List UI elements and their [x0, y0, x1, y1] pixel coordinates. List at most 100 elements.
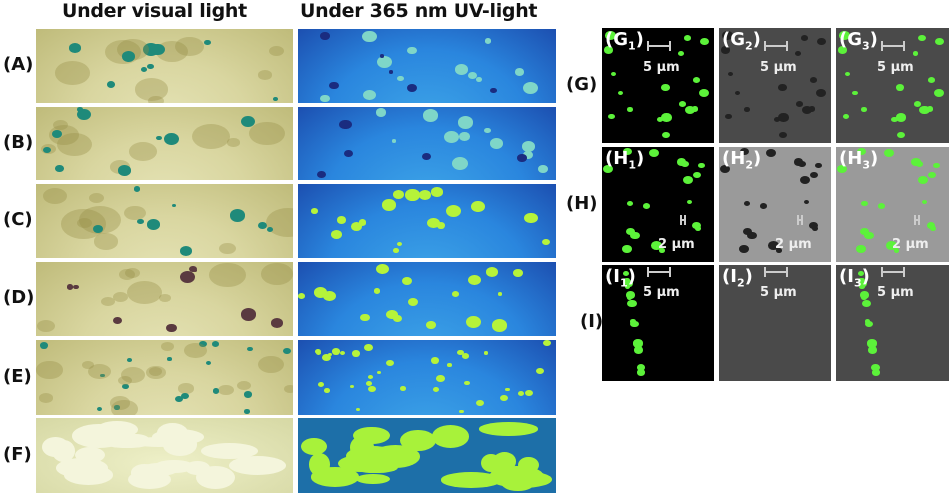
colony [437, 222, 446, 229]
colony [126, 357, 132, 362]
colony [66, 284, 74, 290]
colony [121, 51, 135, 62]
cell [627, 107, 633, 112]
cell [605, 31, 616, 40]
micrograph-panel: (H3) 2 μm [836, 147, 949, 262]
colony [367, 374, 373, 379]
cell [683, 35, 692, 42]
colony [518, 456, 539, 473]
cell [743, 200, 751, 207]
colony [427, 217, 441, 228]
colony [358, 219, 367, 226]
colony [543, 340, 551, 347]
colony [421, 153, 431, 161]
plate-photo-uv [298, 29, 556, 103]
colony [240, 308, 257, 321]
cell [864, 231, 874, 240]
colony [111, 400, 138, 415]
colony [491, 319, 508, 332]
colony [92, 225, 103, 234]
cell [649, 149, 660, 158]
colony [345, 445, 398, 467]
colony [205, 361, 211, 365]
colony [327, 352, 333, 357]
colony [160, 342, 175, 352]
colony [432, 425, 470, 448]
panel-label-part: 3 [853, 276, 862, 290]
colony [336, 216, 347, 224]
colony [43, 147, 51, 154]
micro-row-label: (I) [580, 311, 604, 332]
colony [517, 154, 527, 162]
colony [314, 348, 322, 354]
cell [734, 90, 741, 96]
panel-label-part: ) [627, 266, 636, 287]
colony [524, 389, 533, 396]
colony [36, 361, 63, 379]
cell [743, 228, 753, 236]
cell [697, 162, 705, 169]
colony [385, 309, 398, 320]
cell [681, 161, 689, 168]
colony [209, 262, 246, 288]
panel-label: (G1) [605, 29, 644, 53]
cell [682, 175, 694, 184]
colony [392, 189, 405, 199]
panel-label-part: 2 [745, 39, 753, 53]
colony [467, 72, 477, 80]
scale-label: 5 μm [877, 60, 914, 75]
colony [76, 109, 91, 121]
cell [630, 320, 639, 328]
colony [39, 341, 49, 349]
colony [376, 56, 393, 69]
micrograph-panel: (I3) 5 μm [836, 265, 949, 381]
colony [36, 320, 55, 333]
cell [651, 240, 663, 250]
plate-photo-uv [298, 262, 556, 336]
colony [329, 81, 339, 90]
cell [693, 172, 701, 179]
cell [766, 149, 777, 158]
cell [860, 228, 870, 236]
colony [436, 375, 445, 382]
colony [133, 186, 141, 192]
scale-bar [764, 267, 788, 277]
colony [244, 409, 250, 414]
colony [96, 407, 102, 412]
colony [148, 367, 163, 377]
cell [883, 149, 894, 158]
colony [298, 292, 306, 299]
plate-photo-uv [298, 107, 556, 180]
colony [483, 351, 489, 356]
row-label: (E) [3, 365, 32, 387]
plate-photo-visual [36, 340, 293, 415]
colony [136, 218, 144, 225]
micrograph-panel: (G3) 5 μm [836, 28, 949, 143]
cell [857, 147, 867, 155]
colony [393, 248, 399, 253]
cell [625, 284, 631, 289]
cell [885, 240, 897, 250]
cell [864, 319, 870, 324]
colony [179, 245, 193, 256]
panel-label-part: ( [839, 148, 848, 169]
scale-bar [680, 215, 686, 225]
colony [513, 269, 523, 277]
colony [484, 38, 492, 44]
colony [389, 70, 394, 74]
panel-label-part: ( [605, 148, 614, 169]
colony [118, 376, 133, 386]
colony [363, 343, 373, 352]
colony [39, 393, 54, 403]
cell [891, 116, 898, 122]
colony [257, 355, 285, 374]
cell [725, 114, 732, 120]
cell [893, 248, 900, 253]
colony [282, 347, 291, 355]
colony [120, 366, 145, 383]
cell [856, 245, 866, 253]
colony [100, 296, 115, 307]
colony [229, 209, 246, 222]
colony [476, 399, 485, 407]
colony [269, 45, 285, 56]
